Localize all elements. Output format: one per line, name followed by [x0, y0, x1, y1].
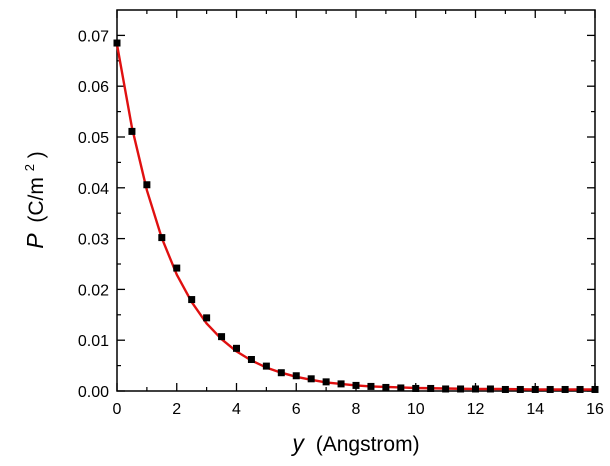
x-tick-label: 10 — [407, 401, 425, 418]
fit-line — [115, 44, 595, 391]
data-point — [516, 385, 524, 393]
y-tick-label: 0.00 — [78, 384, 109, 401]
data-point — [412, 384, 420, 392]
data-point — [352, 381, 360, 389]
x-axis-unit: (Angstrom) — [316, 433, 420, 456]
x-tick-label: 14 — [526, 401, 544, 418]
data-point — [218, 333, 226, 341]
fit-line-series — [115, 44, 595, 391]
data-point — [262, 362, 270, 370]
y-axis-unit-suffix: ) — [25, 151, 48, 158]
x-tick-label: 4 — [232, 401, 241, 418]
data-point — [367, 382, 375, 390]
y-tick-label: 0.05 — [78, 130, 109, 147]
y-axis-symbol: P — [22, 233, 48, 249]
data-point — [397, 384, 405, 392]
x-tick-label: 12 — [467, 401, 485, 418]
y-axis-ticks: 0.00 0.01 0.02 0.03 0.04 0.05 0.06 0.07 — [78, 28, 595, 401]
data-point — [337, 380, 345, 388]
data-point — [546, 385, 554, 393]
y-tick-label: 0.07 — [78, 28, 109, 45]
data-point — [158, 234, 166, 242]
data-point — [128, 127, 136, 135]
data-point — [457, 385, 465, 393]
x-axis-label: y (Angstrom) — [290, 430, 419, 456]
y-tick-label: 0.01 — [78, 333, 109, 350]
data-point — [501, 385, 509, 393]
data-point — [203, 314, 211, 322]
data-point — [576, 385, 584, 393]
data-point — [427, 384, 435, 392]
data-point — [472, 385, 479, 393]
x-tick-label: 6 — [292, 401, 301, 418]
data-point — [591, 385, 599, 393]
y-tick-label: 0.04 — [78, 181, 109, 198]
data-point — [292, 372, 300, 380]
data-point — [188, 296, 196, 304]
y-tick-label: 0.02 — [78, 282, 109, 299]
data-point — [143, 181, 151, 189]
x-tick-label: 2 — [172, 401, 181, 418]
y-tick-label: 0.03 — [78, 232, 109, 249]
plot-frame — [116, 9, 596, 392]
data-point — [561, 385, 569, 393]
y-axis-unit-superscript: 2 — [22, 164, 37, 171]
data-point — [382, 383, 390, 391]
data-point — [322, 378, 330, 386]
data-point — [173, 264, 181, 272]
data-point — [486, 385, 494, 393]
y-tick-label: 0.06 — [78, 79, 109, 96]
data-point — [442, 385, 450, 393]
data-point — [247, 356, 255, 364]
x-axis-ticks: 0 2 4 6 8 10 12 14 16 — [113, 10, 604, 418]
data-point — [277, 369, 285, 377]
x-tick-label: 16 — [586, 401, 604, 418]
data-point — [531, 385, 539, 393]
y-axis-unit-prefix: (C/m — [25, 177, 48, 223]
x-tick-label: 8 — [352, 401, 361, 418]
data-point — [233, 344, 240, 352]
marker-series — [113, 39, 599, 393]
data-point — [113, 39, 121, 47]
x-axis-symbol: y — [290, 430, 305, 456]
data-point — [307, 375, 315, 383]
x-tick-label: 0 — [113, 401, 122, 418]
y-axis-label: P (C/m 2 ) — [16, 151, 48, 249]
